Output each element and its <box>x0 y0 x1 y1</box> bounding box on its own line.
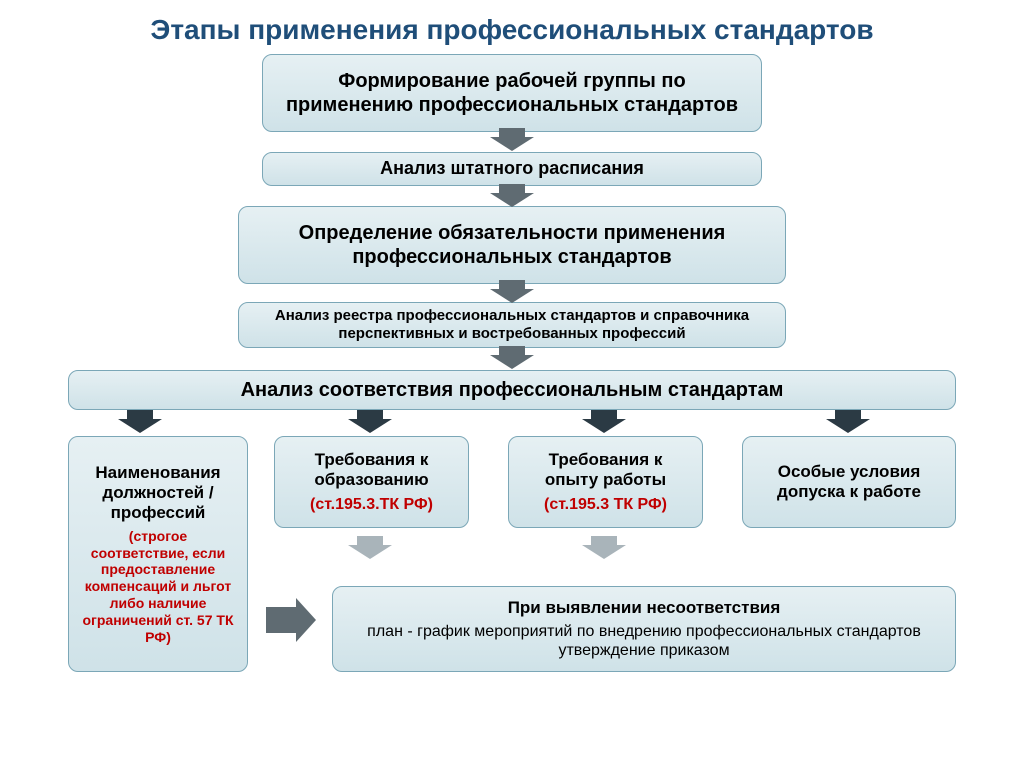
flow-box-b6: Наименования должностей / профессий(стро… <box>68 436 248 672</box>
flow-box-b9: Особые условия допуска к работе <box>742 436 956 528</box>
box-text: Определение обязательности применения пр… <box>251 221 773 269</box>
box-subtitle: (ст.195.3 ТК РФ) <box>544 495 667 514</box>
box-text: Формирование рабочей группы по применени… <box>275 69 749 117</box>
flow-box-b5: Анализ соответствия профессиональным ста… <box>68 370 956 410</box>
box-title: При выявлении несоответствия <box>508 598 781 618</box>
box-text: Особые условия допуска к работе <box>755 462 943 503</box>
box-title: Требования к образованию <box>287 450 456 491</box>
flow-box-b3: Определение обязательности применения пр… <box>238 206 786 284</box>
flow-box-b7: Требования к образованию (ст.195.3.ТК РФ) <box>274 436 469 528</box>
page-title: Этапы применения профессиональных станда… <box>0 0 1024 52</box>
box-subtitle: (ст.195.3.ТК РФ) <box>310 495 433 514</box>
box-title: Наименования должностей / профессий <box>81 463 235 524</box>
box-title: Требования к опыту работы <box>521 450 690 491</box>
box-text: Анализ соответствия профессиональным ста… <box>241 378 784 402</box>
flow-box-b2: Анализ штатного расписания <box>262 152 762 186</box>
box-text: Анализ реестра профессиональных стандарт… <box>251 307 773 343</box>
flow-box-b1: Формирование рабочей группы по применени… <box>262 54 762 132</box>
box-subtitle: (строгое соответствие, если предоставлен… <box>81 528 235 646</box>
box-text: Анализ штатного расписания <box>380 158 644 180</box>
flow-box-b4: Анализ реестра профессиональных стандарт… <box>238 302 786 348</box>
box-subtitle: план - график мероприятий по внедрению п… <box>345 622 943 660</box>
flow-box-b8: Требования к опыту работы (ст.195.3 ТК РФ… <box>508 436 703 528</box>
flow-box-b10: При выявлении несоответствия план - графи… <box>332 586 956 672</box>
